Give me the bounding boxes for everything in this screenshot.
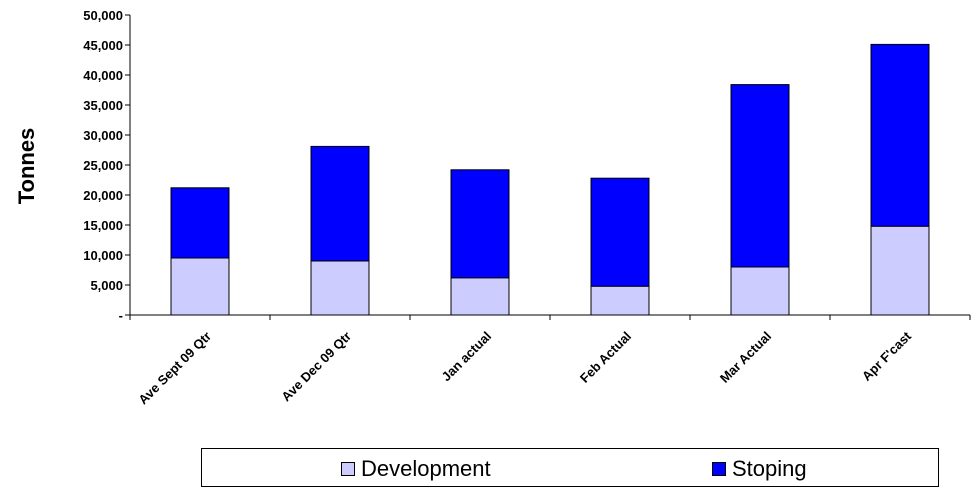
axes [129, 15, 971, 320]
bar-development-2 [450, 277, 510, 316]
bar-development-4 [730, 266, 790, 316]
bar-stoping-1 [310, 145, 370, 262]
legend: Development Stoping [201, 448, 939, 487]
x-axis-labels: Ave Sept 09 Qtr Ave Dec 09 Qtr Jan actual F… [135, 328, 914, 407]
y-axis-ticks: - 5,000 10,000 15,000 20,000 25,000 30,000 35,0… [83, 8, 130, 323]
bar-stoping-2 [450, 169, 510, 279]
y-tick-label: 40,000 [83, 68, 123, 83]
legend-swatch-development [341, 462, 355, 476]
bar-stoping-3 [590, 177, 650, 287]
y-tick-label: 25,000 [83, 158, 123, 173]
bar-development-3 [590, 285, 650, 316]
y-tick-label: - [119, 308, 123, 323]
y-tick-label: 50,000 [83, 8, 123, 23]
y-tick-label: 30,000 [83, 128, 123, 143]
x-category-label: Ave Dec 09 Qtr [278, 329, 354, 405]
y-tick-label: 15,000 [83, 218, 123, 233]
y-tick-label: 20,000 [83, 188, 123, 203]
x-category-label: Feb Actual [577, 329, 634, 386]
y-axis-title: Tonnes [14, 128, 39, 205]
bar-development-1 [310, 260, 370, 316]
y-tick-label: 35,000 [83, 98, 123, 113]
legend-label-development: Development [361, 456, 491, 481]
bar-development-0 [170, 257, 230, 316]
x-category-label: Jan actual [439, 329, 495, 385]
legend-swatch-stoping [712, 462, 726, 476]
legend-label-stoping: Stoping [732, 456, 807, 481]
y-tick-label: 45,000 [83, 38, 123, 53]
legend-item-stoping: Stoping [712, 456, 807, 482]
bar-stoping-0 [170, 187, 230, 259]
legend-item-development: Development [341, 456, 491, 482]
y-tick-label: 5,000 [90, 278, 123, 293]
bar-stoping-5 [870, 43, 930, 227]
y-tick-label: 10,000 [83, 248, 123, 263]
x-category-label: Ave Sept 09 Qtr [135, 329, 214, 408]
x-category-label: Apr F'cast [859, 328, 915, 384]
bars [170, 43, 930, 316]
bar-stoping-4 [730, 84, 790, 268]
bar-development-5 [870, 225, 930, 316]
x-category-label: Mar Actual [717, 329, 774, 386]
